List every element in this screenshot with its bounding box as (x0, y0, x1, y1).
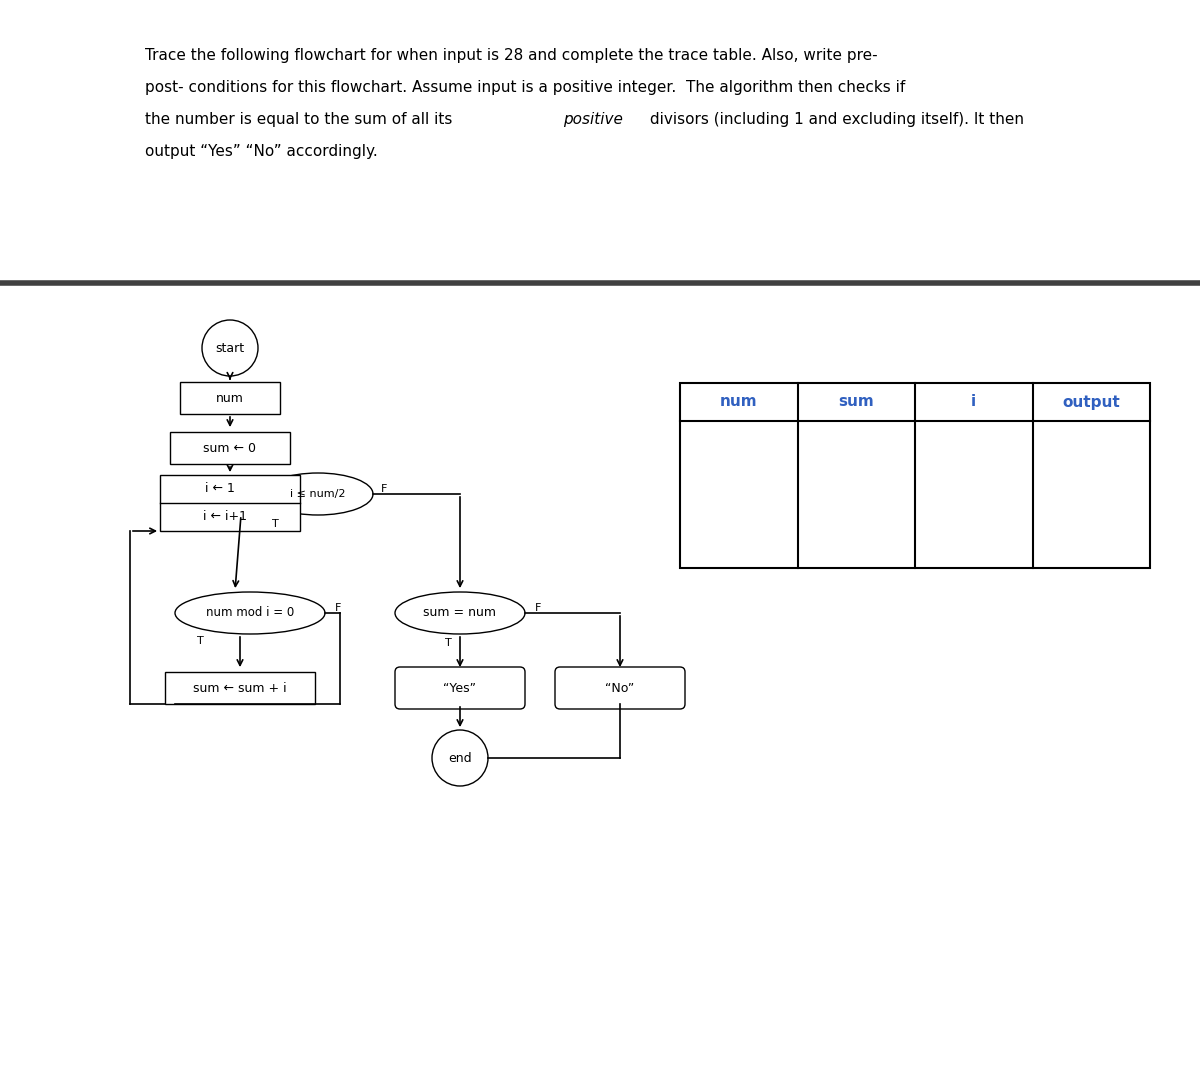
Text: F: F (380, 484, 388, 494)
FancyBboxPatch shape (554, 668, 685, 709)
Text: sum = num: sum = num (424, 607, 497, 619)
Text: F: F (335, 603, 341, 613)
Text: start: start (216, 342, 245, 355)
Text: i ← 1: i ← 1 (205, 483, 235, 496)
FancyBboxPatch shape (166, 672, 314, 704)
Circle shape (432, 731, 488, 786)
Text: i ← i+1: i ← i+1 (203, 511, 247, 523)
Ellipse shape (175, 592, 325, 634)
FancyBboxPatch shape (160, 475, 300, 531)
Text: T: T (445, 638, 451, 648)
Text: T: T (197, 637, 203, 646)
Circle shape (202, 320, 258, 376)
Text: output “Yes” “No” accordingly.: output “Yes” “No” accordingly. (145, 144, 378, 159)
FancyBboxPatch shape (680, 383, 1150, 568)
FancyBboxPatch shape (395, 668, 526, 709)
Text: num: num (216, 392, 244, 405)
Text: i ≤ num/2: i ≤ num/2 (290, 489, 346, 499)
Text: num: num (720, 394, 757, 409)
Text: positive: positive (563, 112, 623, 127)
Text: end: end (448, 752, 472, 765)
Text: num mod i = 0: num mod i = 0 (206, 607, 294, 619)
Text: divisors (including 1 and excluding itself). It then: divisors (including 1 and excluding itse… (646, 112, 1024, 127)
Ellipse shape (395, 592, 526, 634)
Ellipse shape (263, 473, 373, 515)
Text: the number is equal to the sum of all its: the number is equal to the sum of all it… (145, 112, 457, 127)
Text: “No”: “No” (605, 681, 635, 694)
Text: i: i (971, 394, 977, 409)
Text: Trace the following flowchart for when input is 28 and complete the trace table.: Trace the following flowchart for when i… (145, 48, 877, 63)
FancyBboxPatch shape (170, 431, 290, 464)
Text: “Yes”: “Yes” (444, 681, 476, 694)
Text: F: F (535, 603, 541, 613)
Text: post- conditions for this flowchart. Assume input is a positive integer.  The al: post- conditions for this flowchart. Ass… (145, 80, 905, 95)
Text: sum ← sum + i: sum ← sum + i (193, 681, 287, 694)
Text: sum ← 0: sum ← 0 (204, 441, 257, 455)
Text: T: T (271, 519, 278, 529)
Text: sum: sum (839, 394, 874, 409)
FancyBboxPatch shape (180, 382, 280, 414)
Text: output: output (1062, 394, 1120, 409)
